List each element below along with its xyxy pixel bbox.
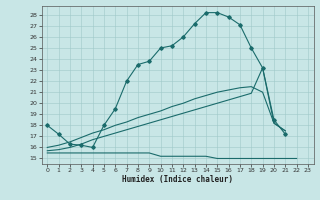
X-axis label: Humidex (Indice chaleur): Humidex (Indice chaleur) xyxy=(122,175,233,184)
